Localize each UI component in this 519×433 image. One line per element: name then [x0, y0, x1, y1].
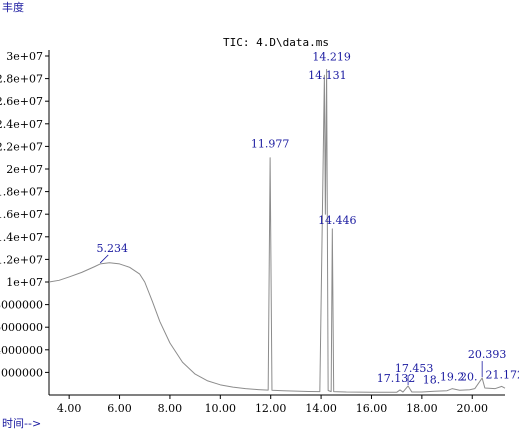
x-tick-label: 8.00: [158, 402, 183, 415]
x-tick-label: 20.00: [456, 402, 488, 415]
peak-annotations: 5.234 11.977 14.219 14.131 14.446 17.45317.13…: [96, 51, 519, 387]
y-ticks: 2000000 4000000 6000000 8000000 1e+07 1.2e+07…: [0, 50, 49, 379]
y-tick-label: 1.2e+07: [0, 253, 43, 266]
x-tick-label: 10.00: [205, 402, 237, 415]
y-tick-label: 1e+07: [6, 276, 43, 289]
x-tick-label: 6.00: [107, 402, 132, 415]
y-tick-label: 2.2e+07: [0, 140, 43, 153]
x-tick-label: 14.00: [305, 402, 337, 415]
y-tick-label: 6000000: [0, 321, 43, 334]
peak-annotation: 5.234: [96, 242, 128, 255]
x-tick-label: 18.00: [406, 402, 438, 415]
x-ticks: 4.00 6.00 8.00 10.00 12.00 14.00 16.00 18.00 20.…: [57, 395, 488, 415]
peak-annotation: 14.131: [308, 69, 347, 82]
peak-annotation: 19.2: [440, 371, 465, 384]
y-tick-label: 2.8e+07: [0, 73, 43, 86]
y-tick-label: 1.4e+07: [0, 231, 43, 244]
chart-title: TIC: 4.D\data.ms: [223, 36, 329, 49]
y-tick-label: 2.4e+07: [0, 118, 43, 131]
x-axis-label: 时间-->: [2, 417, 41, 430]
peak-annotation: 11.977: [251, 138, 290, 151]
y-tick-label: 2.6e+07: [0, 95, 43, 108]
peak-annotation: 20.393: [468, 348, 507, 361]
y-tick-label: 1.8e+07: [0, 186, 43, 199]
x-tick-label: 4.00: [57, 402, 82, 415]
x-tick-label: 16.00: [356, 402, 388, 415]
y-tick-label: 4000000: [0, 344, 43, 357]
y-tick-label: 2000000: [0, 366, 43, 379]
peak-annotation: 20.: [460, 371, 478, 384]
plot-area: [48, 69, 506, 393]
peak-annotation: 17.132: [377, 372, 416, 385]
tic-trace-line: [48, 69, 506, 393]
x-tick-label: 12.00: [255, 402, 287, 415]
peak-annotation: 14.219: [312, 51, 351, 64]
peak-annotation: 21.172: [486, 368, 519, 381]
annotation-leader: [99, 254, 109, 264]
peak-annotation: 18.: [423, 373, 441, 386]
y-tick-label: 2e+07: [6, 163, 43, 176]
peak-annotation: 14.446: [318, 214, 357, 227]
y-tick-label: 8000000: [0, 299, 43, 312]
y-tick-label: 3e+07: [6, 50, 43, 63]
y-axis-label: 丰度: [2, 0, 24, 14]
peak-annotation: 17.453: [395, 362, 434, 375]
axes: [48, 50, 505, 396]
y-tick-label: 1.6e+07: [0, 208, 43, 221]
